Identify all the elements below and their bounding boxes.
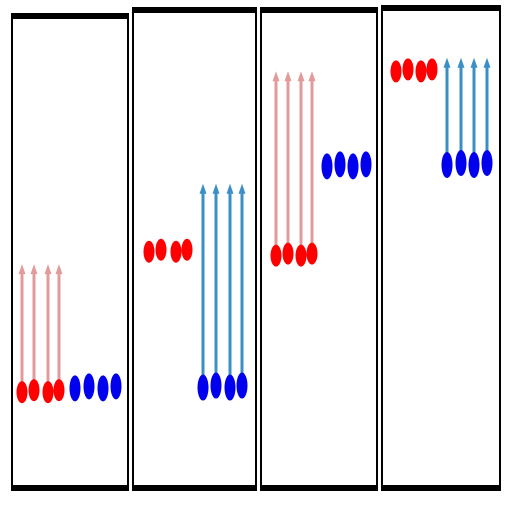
panel-2 xyxy=(132,7,257,491)
blue-particle-3 xyxy=(225,375,236,401)
red-particle-4 xyxy=(54,379,65,401)
red-particle-3 xyxy=(416,60,427,82)
blue-arrow-head-1 xyxy=(200,184,207,194)
panel-bottom-bar xyxy=(11,485,129,491)
blue-arrow-head-4 xyxy=(239,184,246,194)
panel-top-bar xyxy=(132,7,257,13)
panel-1 xyxy=(11,13,129,491)
red-particle-2 xyxy=(29,379,40,401)
red-arrow-head-2 xyxy=(285,71,292,81)
red-particle-1 xyxy=(17,381,28,403)
panel-3 xyxy=(260,7,378,491)
panel-top-bar xyxy=(381,5,501,11)
red-arrow-head-4 xyxy=(309,71,316,81)
blue-arrow-head-1 xyxy=(444,58,451,68)
panel-bottom-bar xyxy=(260,485,378,491)
blue-particle-4 xyxy=(111,373,122,399)
blue-particle-1 xyxy=(442,152,453,178)
red-particle-1 xyxy=(391,60,402,82)
blue-particle-4 xyxy=(482,150,493,176)
blue-particle-2 xyxy=(335,151,346,177)
blue-particle-2 xyxy=(211,373,222,399)
red-particle-1 xyxy=(144,241,155,263)
red-arrow-head-1 xyxy=(273,71,280,81)
blue-arrow-head-3 xyxy=(227,184,234,194)
blue-particle-1 xyxy=(322,153,333,179)
red-particle-4 xyxy=(182,239,193,261)
red-particle-4 xyxy=(307,243,318,265)
red-arrow-head-1 xyxy=(19,264,26,274)
panel-4 xyxy=(381,5,501,491)
panel-bottom-bar xyxy=(132,485,257,491)
blue-particle-4 xyxy=(361,151,372,177)
red-arrow-head-3 xyxy=(298,71,305,81)
blue-particle-1 xyxy=(198,375,209,401)
blue-particle-1 xyxy=(70,375,81,401)
blue-particle-4 xyxy=(237,373,248,399)
red-particle-2 xyxy=(403,58,414,80)
blue-particle-2 xyxy=(456,150,467,176)
blue-particle-3 xyxy=(348,153,359,179)
red-particle-3 xyxy=(171,241,182,263)
panel-top-bar xyxy=(260,7,378,13)
blue-arrow-head-3 xyxy=(471,58,478,68)
red-arrow-head-2 xyxy=(31,264,38,274)
blue-arrow-head-2 xyxy=(213,184,220,194)
red-arrow-head-3 xyxy=(45,264,52,274)
blue-particle-3 xyxy=(469,152,480,178)
red-particle-2 xyxy=(156,239,167,261)
red-particle-3 xyxy=(43,381,54,403)
blue-arrow-head-4 xyxy=(484,58,491,68)
red-particle-1 xyxy=(271,245,282,267)
red-arrow-head-4 xyxy=(56,264,63,274)
blue-particle-2 xyxy=(84,373,95,399)
panel-top-bar xyxy=(11,13,129,19)
blue-particle-3 xyxy=(98,375,109,401)
red-particle-2 xyxy=(283,243,294,265)
panel-bottom-bar xyxy=(381,485,501,491)
red-particle-3 xyxy=(296,245,307,267)
blue-arrow-head-2 xyxy=(458,58,465,68)
red-particle-4 xyxy=(427,58,438,80)
